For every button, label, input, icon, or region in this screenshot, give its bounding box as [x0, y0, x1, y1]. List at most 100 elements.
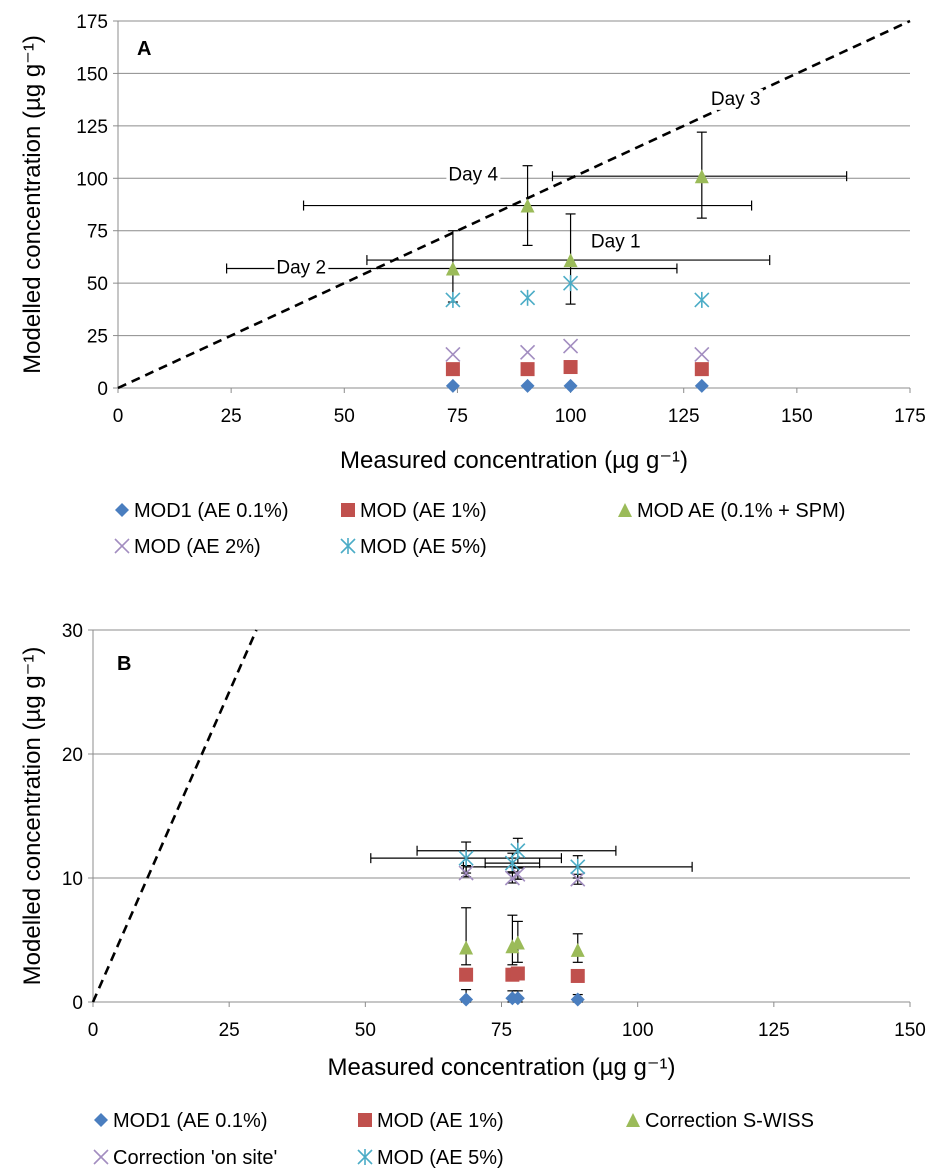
data-point-stroke: [570, 871, 586, 887]
y-axis-title: Modelled concentration (µg g⁻¹): [19, 35, 46, 374]
data-point: [445, 378, 460, 393]
legend-item: MOD (AE 1%): [358, 1110, 504, 1132]
data-point: [563, 338, 579, 354]
data-point: [694, 362, 709, 377]
panel-label: A: [137, 38, 151, 60]
y-tick-label: 30: [62, 621, 83, 642]
legend-item: Correction S-WISS: [626, 1110, 814, 1132]
x-tick-label: 150: [894, 1020, 926, 1041]
x-tick-label: 125: [758, 1020, 790, 1041]
data-point: [563, 378, 578, 393]
annotation-label: Day 3: [711, 89, 761, 110]
data-point: [445, 261, 460, 276]
legend-marker-stroke: [93, 1149, 109, 1165]
legend-item: MOD (AE 5%): [340, 536, 487, 558]
legend-label: MOD (AE 2%): [134, 536, 261, 558]
data-point: [563, 253, 578, 268]
series-2-points: [459, 966, 585, 983]
legend-label: MOD (AE 1%): [360, 500, 487, 522]
legend-item: MOD AE (0.1% + SPM): [618, 500, 845, 522]
y-axis-title: Modelled concentration (µg g⁻¹): [19, 647, 46, 986]
data-point: [570, 942, 585, 957]
annotation-bg: [708, 88, 763, 110]
x-tick-label: 50: [355, 1020, 376, 1041]
x-tick-label: 25: [219, 1020, 240, 1041]
legend-item: MOD (AE 5%): [357, 1147, 504, 1169]
data-point: [570, 858, 586, 875]
y-tick-label: 20: [62, 745, 83, 766]
x-axis-title: Measured concentration (µg g⁻¹): [340, 447, 688, 474]
panel-b: 0 10 20 30 0 25 50 75 100 125 150 B Measured concent…: [19, 621, 926, 1169]
legend: MOD1 (AE 0.1%) MOD (AE 1%) Correction S-WI…: [93, 1110, 814, 1169]
data-point-stroke: [445, 346, 461, 363]
data-point: [570, 871, 586, 887]
x-tick-label: 100: [622, 1020, 654, 1041]
data-point: [458, 850, 474, 867]
data-point-stroke: [694, 346, 710, 363]
series-4-points: [458, 865, 586, 887]
legend-marker: [358, 1113, 372, 1127]
legend-marker: [618, 503, 632, 517]
x-tick-label: 125: [668, 406, 700, 427]
series-5-points: [445, 275, 710, 308]
x-tick-label: 100: [555, 406, 587, 427]
legend-label: MOD AE (0.1% + SPM): [637, 500, 845, 522]
series-3-points: [445, 169, 709, 276]
legend-label: MOD1 (AE 0.1%): [134, 500, 288, 522]
y-tick-label: 0: [72, 993, 83, 1014]
y-tick-label: 100: [76, 169, 108, 190]
legend-label: MOD (AE 5%): [377, 1147, 504, 1169]
data-point-stroke: [520, 344, 536, 360]
data-point-stroke: [510, 866, 526, 882]
legend-marker: [626, 1113, 640, 1127]
legend-item: MOD1 (AE 0.1%): [115, 500, 288, 522]
data-point: [694, 378, 709, 393]
annotation-bg: [274, 257, 329, 279]
data-point: [459, 992, 474, 1007]
legend-label: Correction S-WISS: [645, 1110, 814, 1132]
legend-label: MOD (AE 5%): [360, 536, 487, 558]
panel-label: B: [117, 653, 131, 675]
annotation-bg: [446, 164, 501, 186]
data-point: [510, 935, 525, 950]
data-point: [520, 344, 536, 360]
x-tick-label: 0: [88, 1020, 99, 1041]
legend-marker: [114, 538, 130, 554]
legend-item: MOD1 (AE 0.1%): [94, 1110, 267, 1132]
legend-marker: [94, 1113, 108, 1127]
annotation-bg: [588, 231, 643, 253]
y-tick-label: 175: [76, 12, 108, 33]
y-tick-label: 10: [62, 869, 83, 890]
x-tick-label: 0: [113, 406, 124, 427]
series-5-errorbars: [370, 837, 693, 879]
data-point: [520, 362, 535, 377]
legend-label: MOD (AE 1%): [377, 1110, 504, 1132]
y-tick-label: 75: [87, 222, 108, 243]
legend-marker: [357, 1149, 373, 1165]
y-tick-label: 150: [76, 64, 108, 85]
data-point: [510, 842, 526, 859]
data-point: [445, 291, 461, 308]
data-point: [520, 198, 535, 213]
y-tick-label: 0: [97, 379, 108, 400]
y-tick-label: 125: [76, 117, 108, 138]
legend-item: Correction 'on site': [93, 1147, 277, 1169]
data-point: [563, 360, 578, 375]
legend-marker: [341, 503, 355, 517]
data-point: [445, 346, 461, 363]
data-point: [520, 378, 535, 393]
data-point-stroke: [458, 865, 474, 881]
data-point: [458, 865, 474, 881]
legend-label: MOD1 (AE 0.1%): [113, 1110, 267, 1132]
panel-a: 0 25 50 75 100 125 150 175 0 25 50 75 100 125 150 175 A D…: [19, 12, 926, 558]
x-tick-label: 25: [221, 406, 242, 427]
x-tick-label: 75: [491, 1020, 512, 1041]
data-point: [570, 968, 585, 983]
data-point-stroke: [563, 338, 579, 354]
data-point: [694, 346, 710, 363]
data-point: [459, 967, 474, 982]
legend-marker: [93, 1149, 109, 1165]
series-3-points: [459, 935, 585, 957]
series-1-points: [459, 991, 585, 1007]
x-tick-label: 175: [894, 406, 926, 427]
